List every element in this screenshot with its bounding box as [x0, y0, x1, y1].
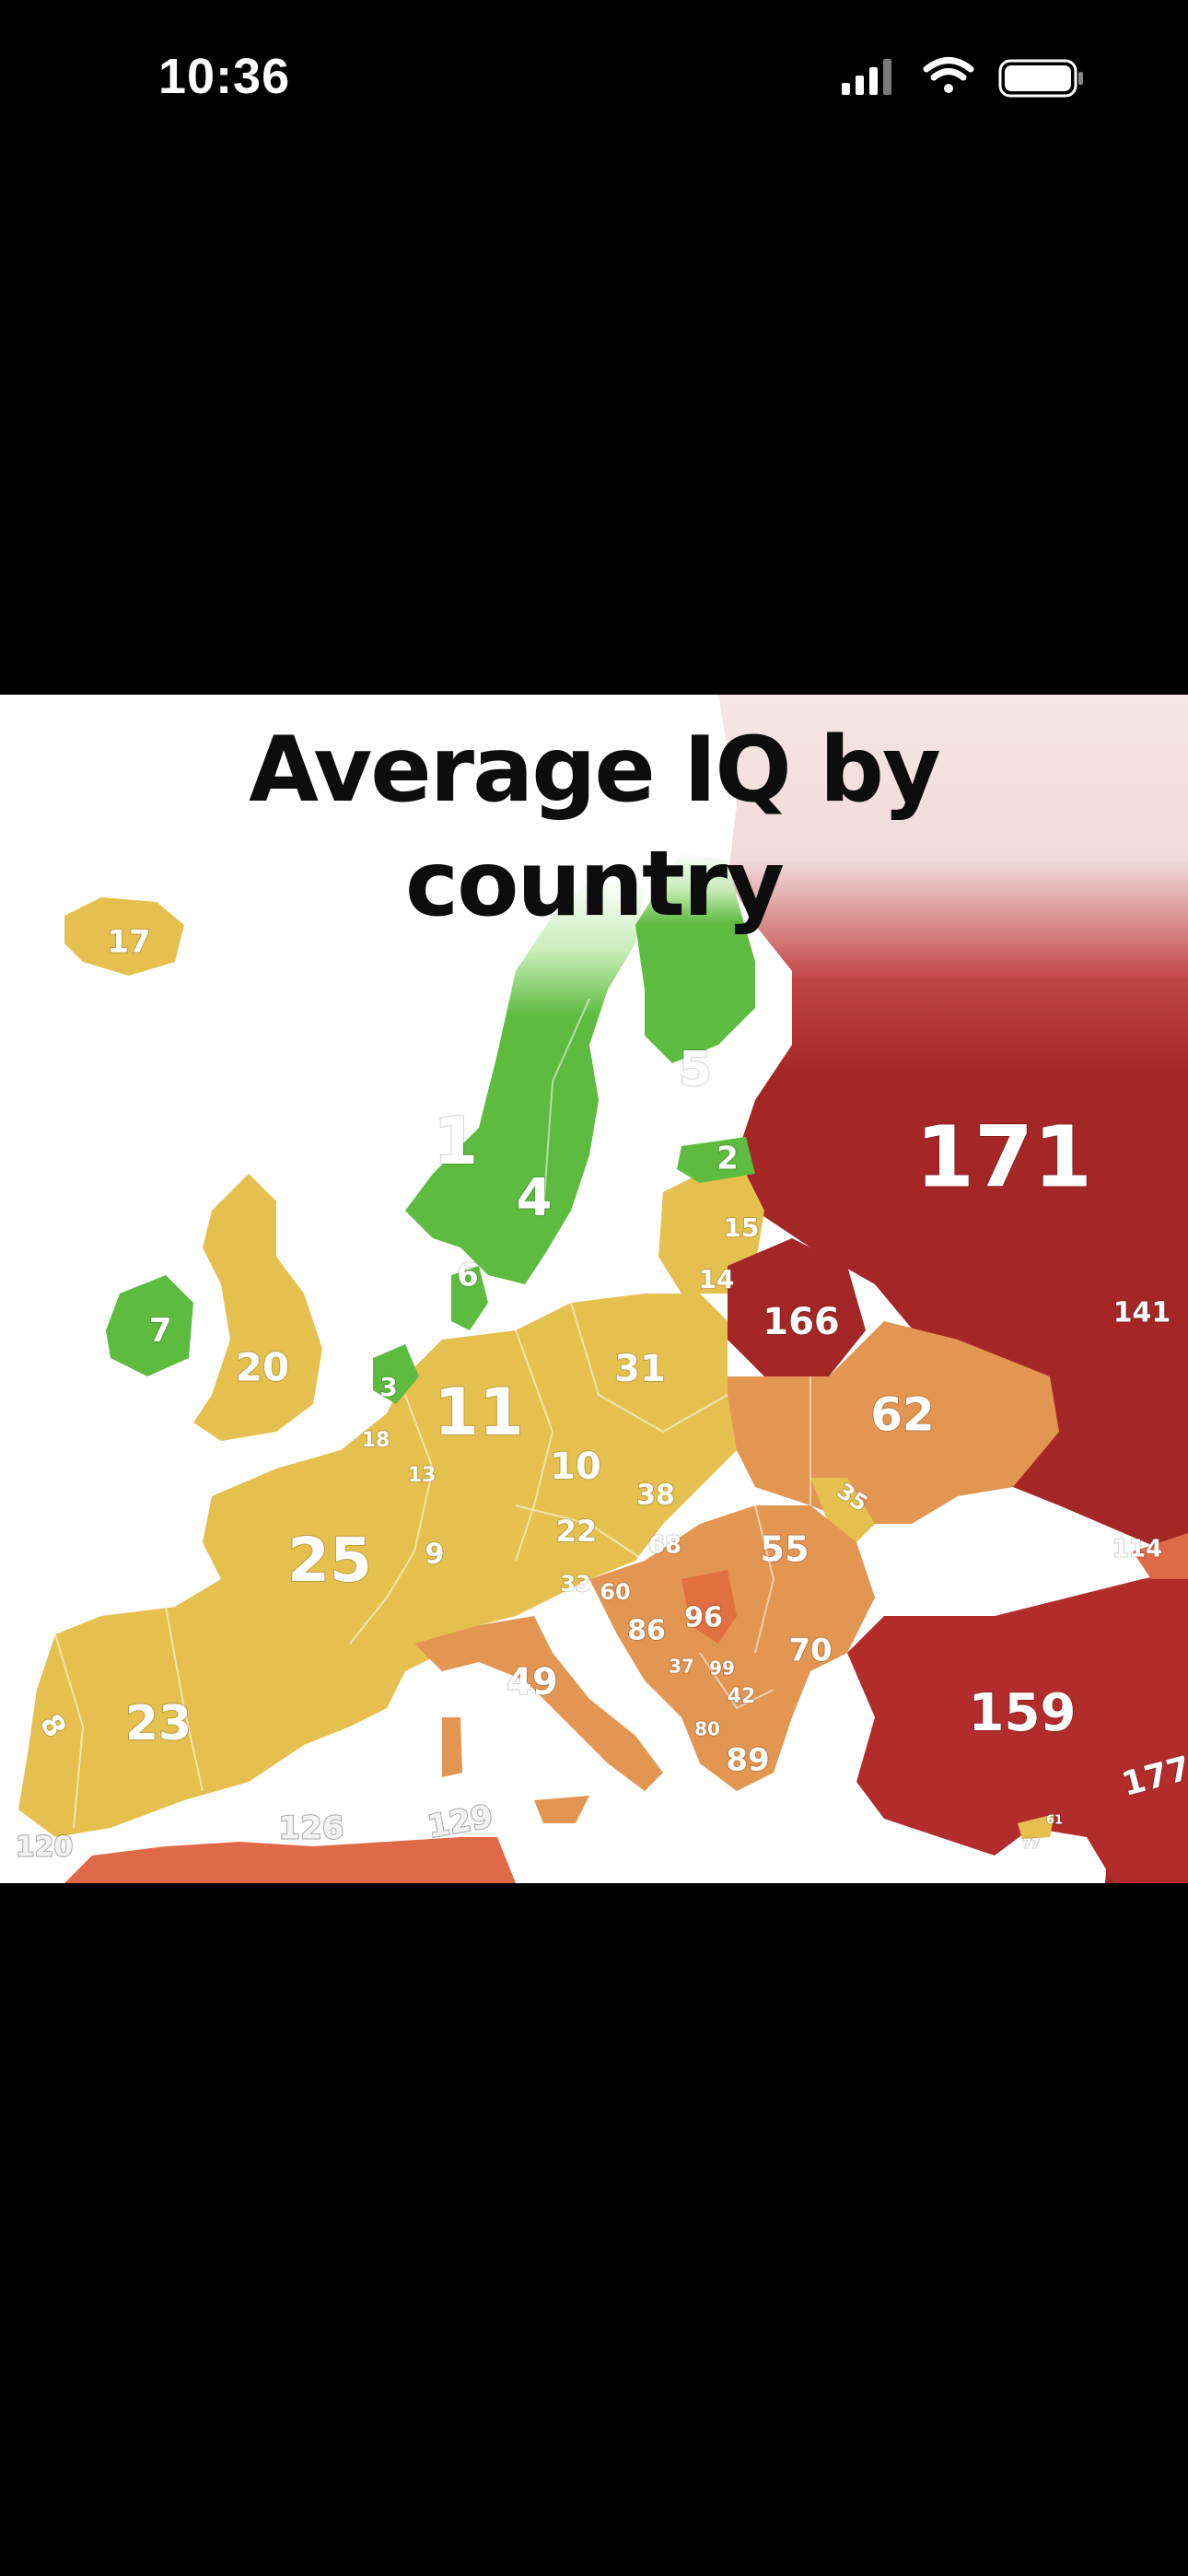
label-poland: 31: [614, 1348, 666, 1390]
region-denmark: [451, 1266, 488, 1330]
label-spain: 23: [125, 1696, 192, 1751]
region-sardinia: [442, 1717, 462, 1777]
label-serbia: 96: [684, 1602, 723, 1634]
country-rank-labels: 17 5 1 4 2 15 14 171 166 141 6 7 20 3 11…: [15, 923, 1188, 1865]
label-macedonia: 42: [728, 1685, 756, 1708]
region-russia: [718, 695, 1188, 1883]
status-time: 10:36: [158, 49, 291, 104]
region-sicily: [534, 1796, 589, 1823]
label-netherlands: 3: [379, 1372, 397, 1402]
region-uk: [193, 1174, 322, 1441]
map-title: Average IQ by country: [249, 718, 941, 937]
label-belarus: 166: [763, 1301, 840, 1343]
europe-map: 17 5 1 4 2 15 14 171 166 141 6 7 20 3 11…: [0, 695, 1188, 1883]
cellular-signal-icon: [842, 59, 891, 95]
region-iceland: [64, 897, 184, 976]
label-greece: 89: [726, 1742, 769, 1779]
label-hungary: 68: [648, 1532, 681, 1560]
region-estonia: [677, 1137, 755, 1183]
status-bar: 10:36: [0, 0, 1188, 157]
region-moldova: [810, 1478, 875, 1542]
label-turkey: 159: [969, 1683, 1077, 1743]
region-georgia: [1133, 1533, 1188, 1579]
label-switzerland: 9: [425, 1539, 445, 1571]
label-slovenia: 33: [560, 1571, 590, 1597]
country-borders: [54, 998, 811, 1829]
label-lithuania: 14: [699, 1264, 735, 1294]
region-central-europe: [18, 1294, 737, 1837]
label-romania: 55: [761, 1529, 809, 1570]
label-russia: 171: [915, 1107, 1092, 1206]
region-cyprus: [1018, 1814, 1054, 1839]
region-italy: [414, 1616, 663, 1791]
region-belarus: [728, 1238, 866, 1376]
label-albania: 80: [694, 1718, 720, 1740]
region-north-africa: [64, 1837, 516, 1883]
label-kazakhstan: 141: [1113, 1297, 1171, 1329]
region-balkans: [589, 1505, 875, 1791]
region-finland: [635, 851, 755, 1063]
label-slovakia: 38: [636, 1480, 675, 1512]
region-serbia: [681, 1570, 737, 1644]
label-uk: 20: [236, 1345, 289, 1390]
region-ireland: [106, 1275, 193, 1376]
label-latvia: 15: [724, 1212, 760, 1243]
label-france: 25: [287, 1525, 372, 1596]
label-ukraine: 62: [870, 1388, 935, 1442]
wifi-icon: [923, 57, 974, 93]
label-denmark: 6: [457, 1258, 479, 1294]
label-finland: 5: [679, 1042, 712, 1097]
label-czechia: 10: [550, 1446, 601, 1488]
label-luxembourg: 13: [408, 1464, 437, 1487]
iq-map-image: 17 5 1 4 2 15 14 171 166 141 6 7 20 3 11…: [0, 695, 1188, 1883]
battery-icon: [998, 59, 1083, 98]
label-austria: 22: [556, 1514, 598, 1549]
label-bulgaria: 70: [788, 1633, 832, 1669]
label-kosovo: 99: [709, 1657, 735, 1680]
status-icons: [838, 55, 1087, 101]
label-ireland: 7: [148, 1312, 171, 1350]
label-germany: 11: [434, 1375, 523, 1450]
label-iceland: 17: [107, 924, 150, 961]
label-sweden: 4: [517, 1168, 553, 1228]
label-cyprus-north: 77: [1023, 1838, 1040, 1852]
label-algeria: 126: [279, 1810, 344, 1847]
label-cyprus: 61: [1046, 1814, 1063, 1828]
region-norway-sweden: [405, 879, 645, 1284]
label-montenegro: 37: [669, 1656, 694, 1678]
region-netherlands: [373, 1344, 419, 1404]
label-georgia: 114: [1112, 1536, 1162, 1563]
label-morocco: 120: [16, 1832, 74, 1864]
label-italy: 49: [507, 1661, 558, 1704]
label-croatia: 60: [600, 1579, 630, 1605]
label-estonia: 2: [716, 1141, 739, 1177]
label-norway: 1: [434, 1104, 479, 1179]
label-bosnia: 86: [627, 1615, 666, 1647]
label-belgium: 18: [362, 1429, 390, 1452]
region-turkey: [847, 1570, 1188, 1883]
